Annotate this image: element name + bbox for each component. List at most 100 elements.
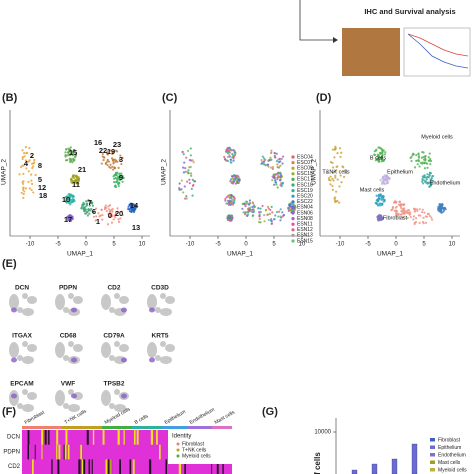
umap-point: [390, 208, 393, 212]
legend-dot: [291, 161, 295, 165]
umap-point: [28, 159, 31, 162]
cluster-label: 20: [115, 209, 123, 218]
umap-point: [268, 158, 271, 162]
umap-point: [95, 207, 98, 210]
umap-point: [407, 209, 410, 212]
panel-label: (E): [2, 258, 17, 270]
ihc-image: [342, 28, 400, 76]
heatmap-row-label: DCN: [7, 435, 20, 441]
umap-point: [105, 161, 108, 165]
umap-point: [269, 156, 272, 159]
umap-point: [23, 151, 26, 155]
umap-point: [229, 161, 232, 164]
umap-point: [191, 194, 194, 197]
legend-label: Endothelium: [438, 452, 466, 458]
umap-point: [230, 194, 233, 197]
umap-point: [66, 158, 69, 162]
umap-point: [110, 221, 114, 224]
umap-point: [103, 206, 107, 209]
x-tick-label: 0: [244, 242, 248, 248]
expression-spot: [11, 357, 17, 363]
umap-point: [64, 153, 67, 157]
umap-point: [386, 181, 389, 185]
legend-label: Mast cells: [438, 460, 461, 466]
umap-point: [229, 201, 232, 205]
umap-point: [412, 218, 415, 221]
umap-point: [127, 205, 130, 208]
umap-point: [228, 199, 232, 202]
umap-point: [423, 167, 427, 170]
umap-point: [224, 197, 227, 201]
identity-legend-bg: [168, 430, 232, 464]
umap-point: [180, 179, 183, 182]
umap-point: [379, 151, 382, 155]
umap-point: [424, 221, 428, 224]
cluster-label: 3: [119, 155, 123, 164]
umap-point: [395, 209, 398, 212]
legend-dot: [291, 233, 295, 237]
umap-point: [115, 149, 118, 152]
mini-umap: [155, 355, 161, 361]
cell-type-label: Epithelium: [387, 169, 413, 175]
umap-point: [121, 177, 124, 180]
umap-point: [106, 158, 109, 161]
legend-dot: [291, 189, 295, 193]
heatmap-streak: [92, 430, 95, 445]
legend-dot: [291, 200, 295, 204]
umap-point: [223, 155, 226, 159]
umap-point: [379, 194, 382, 197]
umap-point: [21, 157, 24, 160]
x-tick-label: -10: [26, 242, 35, 248]
umap-point: [85, 204, 89, 207]
umap-point: [27, 180, 30, 183]
umap-point: [403, 212, 406, 215]
umap-point: [251, 201, 254, 204]
identity-bar: [212, 426, 232, 429]
umap-point: [270, 205, 273, 209]
umap-point: [424, 155, 427, 158]
umap-point: [329, 183, 332, 186]
umap-point: [232, 159, 235, 162]
umap-point: [421, 182, 425, 185]
umap-point: [409, 211, 412, 214]
umap-point: [428, 159, 431, 162]
gene-label: DCN: [15, 285, 29, 292]
umap-point: [406, 216, 409, 220]
cluster-label: 7: [88, 198, 92, 207]
umap-point: [109, 149, 112, 152]
umap-point: [259, 210, 262, 214]
x-axis-label: UMAP_1: [377, 251, 403, 258]
umap-point: [70, 178, 73, 181]
umap-point: [267, 207, 270, 210]
x-tick-label: -5: [55, 242, 61, 248]
umap-point: [22, 180, 25, 183]
umap-point: [410, 155, 413, 158]
umap-point: [229, 215, 232, 219]
umap-point: [388, 178, 391, 181]
umap-point: [261, 161, 264, 164]
umap-point: [430, 182, 434, 185]
mini-umap: [119, 296, 129, 304]
umap-point: [379, 218, 382, 222]
umap-point: [280, 157, 283, 160]
umap-point: [248, 203, 251, 206]
umap-point: [275, 173, 278, 176]
umap-point: [192, 161, 195, 164]
x-tick-label: 5: [422, 242, 426, 248]
umap-point: [232, 155, 236, 158]
umap-point: [253, 205, 256, 208]
mini-umap: [9, 294, 19, 310]
umap-point: [112, 218, 115, 221]
umap-point: [115, 172, 118, 175]
umap-point: [248, 202, 251, 205]
umap-point: [26, 151, 29, 155]
umap-point: [251, 205, 254, 208]
umap-point: [192, 183, 195, 186]
umap-point: [121, 174, 124, 177]
umap-point: [84, 212, 87, 215]
cluster-label: 13: [132, 223, 140, 232]
cluster-label: 14: [130, 201, 139, 210]
umap-point: [276, 186, 279, 189]
legend-label: T+NK cells: [182, 447, 207, 453]
umap-point: [271, 179, 274, 182]
